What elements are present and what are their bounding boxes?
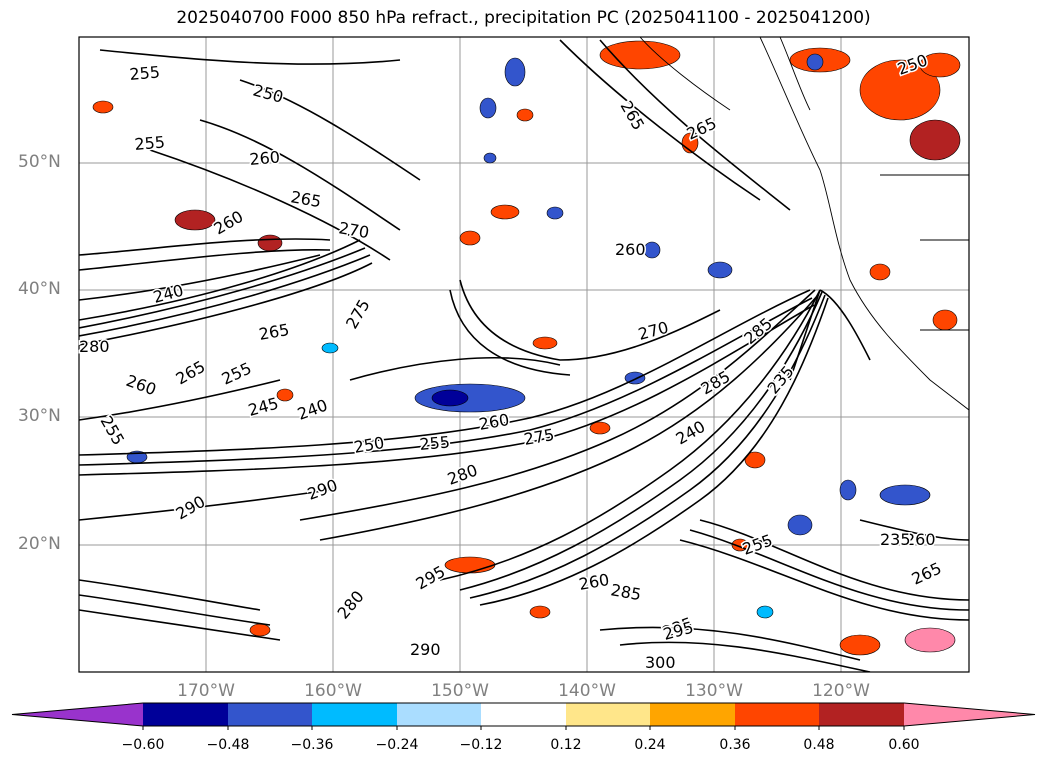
graticule (79, 37, 969, 672)
colorbar-tick-label: 0.12 (550, 737, 582, 753)
contour-label: 275 (522, 425, 555, 449)
contour-label: 285 (609, 580, 642, 604)
colorbar-tick-label: 0.60 (888, 737, 920, 753)
contour-label: 260 (905, 530, 936, 549)
lon-label-120w: 120°W (812, 681, 870, 701)
colorbar-extend-high (904, 703, 1035, 726)
map-title: 2025040700 F000 850 hPa refract., precip… (176, 8, 871, 28)
contour-label: 290 (305, 475, 340, 503)
lon-label-140w: 140°W (558, 681, 616, 701)
colorbar-tick-label: 0.36 (719, 737, 751, 753)
contour-label: 240 (151, 281, 185, 307)
contour-label: 290 (173, 492, 209, 524)
contour-label: 270 (636, 318, 670, 344)
contour-label: 260 (477, 410, 510, 434)
contour-label: 280 (334, 587, 368, 623)
colorbar-tick-label: 0.48 (803, 737, 835, 753)
contour-label: 260 (211, 207, 247, 239)
contour-label: 255 (219, 358, 255, 388)
map-plot-area (79, 37, 969, 672)
contour-label: 290 (410, 640, 441, 659)
colorbar-tick-label: −0.36 (290, 737, 334, 753)
contour-label: 245 (246, 394, 280, 420)
precipitation-shading (92, 40, 961, 656)
contour-label: 285 (740, 314, 776, 348)
colorbar-tick-label: −0.24 (375, 737, 419, 753)
contour-label: 295 (413, 562, 449, 594)
colorbar-segment (312, 703, 397, 726)
contour-label: 280 (79, 337, 110, 356)
contour-label: 255 (97, 413, 129, 449)
colorbar-tick-label: 0.24 (634, 737, 666, 753)
contour-label: 260 (615, 240, 646, 259)
colorbar-segment (481, 703, 566, 726)
contour-label: 255 (134, 132, 166, 154)
map-frame (78, 36, 970, 673)
colorbar-segment (143, 703, 228, 726)
colorbar-segment (228, 703, 312, 726)
lon-label-160w: 160°W (304, 681, 362, 701)
lat-label-30n: 30°N (18, 406, 61, 426)
lat-label-50n: 50°N (18, 152, 61, 172)
colorbar-tick-label: −0.12 (459, 737, 503, 753)
colorbar-extend-low (12, 703, 143, 726)
colorbar-segment (397, 703, 481, 726)
contour-label: 260 (249, 147, 281, 169)
contour-label: 265 (173, 357, 209, 389)
contour-label: 260 (124, 371, 159, 399)
contour-label: 270 (337, 218, 370, 242)
contour-label: 265 (909, 558, 945, 588)
colorbar-segment (650, 703, 735, 726)
refractivity-contours (79, 39, 969, 672)
lon-label-150w: 150°W (431, 681, 489, 701)
colorbar-tick-label: −0.60 (121, 737, 165, 753)
contour-label: 280 (445, 460, 480, 488)
contour-label: 260 (577, 570, 610, 594)
colorbar-tick-label: −0.48 (206, 737, 250, 753)
coastline (639, 37, 969, 411)
contour-label: 275 (342, 296, 374, 332)
lon-label-170w: 170°W (177, 681, 235, 701)
colorbar-segment (735, 703, 819, 726)
contour-label: 300 (645, 653, 676, 672)
contour-label: 255 (129, 62, 161, 84)
colorbar-segment (566, 703, 650, 726)
colorbar (11, 702, 1036, 730)
contour-label: 235 (880, 530, 911, 549)
lat-label-20n: 20°N (18, 534, 61, 554)
contour-label: 265 (289, 187, 322, 211)
contour-label: 285 (698, 367, 734, 399)
lat-label-40n: 40°N (18, 279, 61, 299)
contour-label: 250 (352, 433, 385, 457)
lon-label-130w: 130°W (685, 681, 743, 701)
contour-label: 265 (617, 98, 649, 134)
contour-label: 240 (295, 395, 330, 423)
contour-label: 255 (419, 432, 451, 454)
colorbar-segment (819, 703, 904, 726)
contour-label: 250 (251, 81, 285, 107)
contour-label: 265 (257, 320, 290, 344)
